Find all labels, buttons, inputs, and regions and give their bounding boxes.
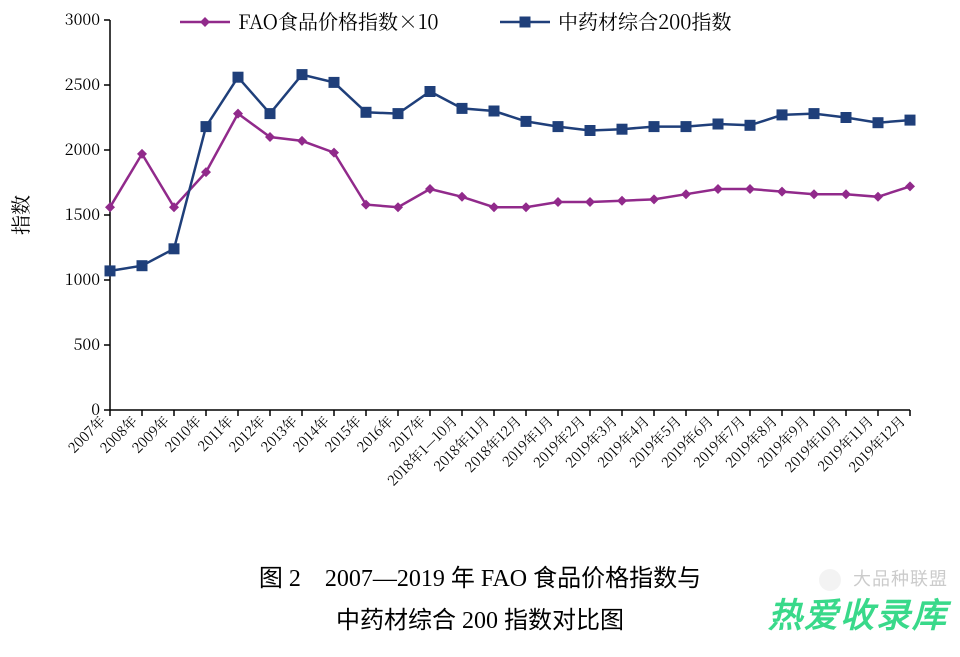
legend-cmi-marker xyxy=(520,17,531,28)
cmi-marker xyxy=(489,106,500,117)
cmi-marker xyxy=(841,112,852,123)
y-tick-label: 3000 xyxy=(65,7,100,30)
cmi-marker xyxy=(713,119,724,130)
cmi-marker xyxy=(105,265,116,276)
fao-marker xyxy=(457,192,467,202)
cmi-marker xyxy=(905,115,916,126)
cmi-marker xyxy=(233,72,244,83)
cmi-marker xyxy=(329,77,340,88)
fao-marker xyxy=(745,184,755,194)
fao-marker xyxy=(553,197,563,207)
cmi-marker xyxy=(745,120,756,131)
fao-marker xyxy=(681,189,691,199)
fao-marker xyxy=(873,192,883,202)
cmi-marker xyxy=(201,121,212,132)
watermark-brand: 热爱收录库 xyxy=(768,588,948,637)
fao-marker xyxy=(585,197,595,207)
fao-marker xyxy=(905,181,915,191)
cmi-marker xyxy=(425,86,436,97)
y-tick-label: 1000 xyxy=(65,267,100,290)
fao-marker xyxy=(297,136,307,146)
legend-cmi-label: 中药材综合200指数 xyxy=(558,6,731,35)
fao-marker xyxy=(809,189,819,199)
cmi-marker xyxy=(777,109,788,120)
fao-line xyxy=(110,114,910,208)
fao-marker xyxy=(425,184,435,194)
fao-marker xyxy=(617,196,627,206)
figure-container: 050010001500200025003000指数2007年2008年2009… xyxy=(0,0,960,657)
cmi-marker xyxy=(585,125,596,136)
cmi-marker xyxy=(361,107,372,118)
fao-marker xyxy=(489,202,499,212)
y-tick-label: 1500 xyxy=(65,202,100,225)
fao-marker xyxy=(393,202,403,212)
cmi-marker xyxy=(297,69,308,80)
y-axis-label: 指数 xyxy=(5,195,34,235)
x-tick-label: 2010年 xyxy=(160,411,205,456)
y-tick-label: 2500 xyxy=(65,72,100,95)
legend-fao-marker xyxy=(200,17,210,27)
y-tick-label: 500 xyxy=(74,332,101,355)
y-tick-label: 2000 xyxy=(65,137,100,160)
cmi-marker xyxy=(553,121,564,132)
cmi-marker xyxy=(873,117,884,128)
cmi-marker xyxy=(457,103,468,114)
watermark-source-text: 大品种联盟 xyxy=(853,569,948,589)
fao-marker xyxy=(649,194,659,204)
cmi-marker xyxy=(649,121,660,132)
cmi-marker xyxy=(521,116,532,127)
cmi-marker xyxy=(169,243,180,254)
cmi-marker xyxy=(617,124,628,135)
fao-marker xyxy=(841,189,851,199)
fao-marker xyxy=(521,202,531,212)
cmi-marker xyxy=(681,121,692,132)
fao-marker xyxy=(713,184,723,194)
cmi-marker xyxy=(393,108,404,119)
cmi-marker xyxy=(265,108,276,119)
cmi-marker xyxy=(809,108,820,119)
cmi-marker xyxy=(137,260,148,271)
legend-fao-label: FAO食品价格指数×10 xyxy=(238,6,439,35)
fao-marker xyxy=(777,187,787,197)
cmi-line xyxy=(110,75,910,271)
